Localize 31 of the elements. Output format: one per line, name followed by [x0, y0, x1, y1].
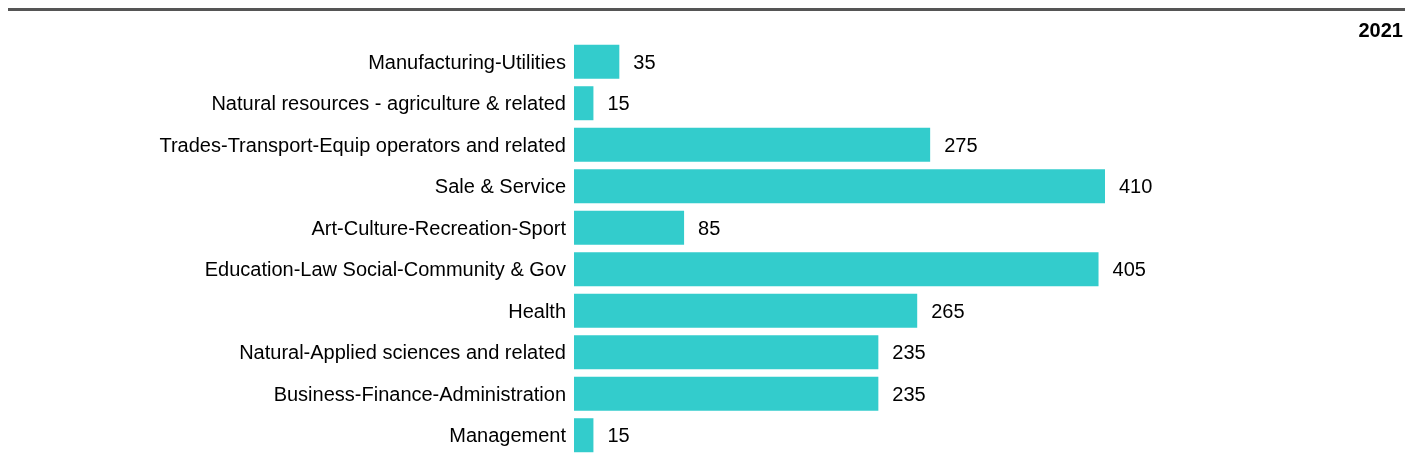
data-label: 265: [931, 299, 965, 322]
y-tick-label: Sale & Service: [434, 175, 566, 198]
y-tick-label: Natural resources - agriculture & related: [211, 92, 566, 115]
data-label: 15: [607, 424, 630, 447]
data-label: 275: [944, 133, 978, 156]
y-tick-label: Art-Culture-Recreation-Sport: [311, 216, 567, 239]
bar: [574, 418, 594, 453]
data-label: 15: [607, 92, 630, 115]
bar: [574, 44, 620, 79]
bar: [574, 127, 931, 162]
bar: [574, 210, 685, 245]
y-tick-label: Natural-Applied sciences and related: [239, 341, 566, 364]
y-tick-label: Management: [449, 424, 567, 447]
y-tick-label: Education-Law Social-Community & Gov: [204, 258, 566, 281]
data-label: 85: [698, 216, 721, 239]
data-label: 405: [1112, 258, 1146, 281]
data-label: 235: [892, 382, 926, 405]
bar: [574, 293, 918, 328]
bar: [574, 252, 1099, 287]
y-tick-label: Manufacturing-Utilities: [368, 50, 566, 73]
bar: [574, 86, 594, 121]
y-tick-label: Health: [508, 299, 566, 322]
bar: [574, 376, 879, 411]
text: 2021: [1358, 19, 1403, 42]
y-tick-label: Business-Finance-Administration: [273, 382, 566, 405]
data-label: 235: [892, 341, 926, 364]
y-tick-label: Trades-Transport-Equip operators and related: [159, 133, 566, 156]
bar: [574, 169, 1105, 204]
bar: [574, 335, 879, 370]
data-label: 35: [633, 50, 656, 73]
data-label: 410: [1119, 175, 1153, 198]
